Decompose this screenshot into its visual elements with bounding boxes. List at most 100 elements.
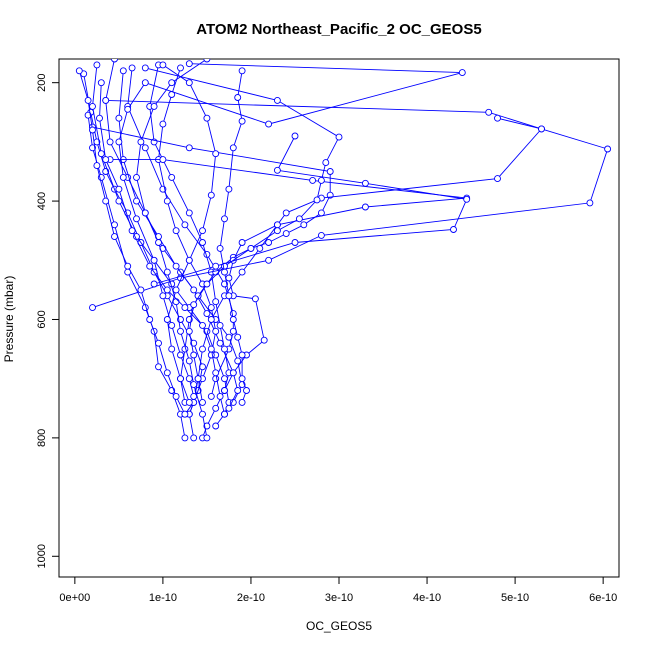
data-point — [150, 102, 158, 110]
x-tick-label: 2e-10 — [237, 592, 265, 604]
data-point — [97, 150, 105, 158]
profile-series — [89, 61, 233, 430]
data-point — [586, 199, 594, 207]
data-point — [133, 215, 140, 223]
data-point — [273, 166, 281, 174]
profile-series — [96, 79, 228, 418]
data-point — [273, 96, 281, 104]
data-point — [128, 227, 136, 235]
data-point — [463, 195, 471, 203]
data-point — [141, 64, 149, 72]
data-point — [190, 351, 198, 359]
data-point — [185, 398, 193, 406]
data-point — [172, 262, 180, 270]
profile-line — [83, 73, 203, 438]
data-point — [185, 79, 193, 87]
data-point — [335, 133, 343, 141]
profile-line — [127, 67, 234, 397]
data-point — [238, 117, 246, 125]
data-point — [115, 114, 123, 122]
data-point — [146, 316, 154, 323]
data-point — [177, 327, 184, 335]
data-point — [234, 357, 242, 365]
profile-line — [162, 64, 217, 403]
data-point — [115, 138, 123, 146]
data-point — [128, 64, 136, 72]
data-point — [212, 375, 220, 383]
data-point — [260, 336, 268, 344]
data-point — [221, 345, 228, 353]
data-point — [177, 351, 184, 359]
x-tick-label: 0e+00 — [59, 592, 90, 604]
data-point — [203, 310, 211, 318]
profile-series — [150, 132, 471, 288]
data-point — [84, 111, 92, 119]
data-point — [163, 286, 171, 294]
data-point — [194, 375, 202, 383]
profile-series — [115, 67, 242, 412]
data-point — [102, 96, 110, 104]
data-point — [163, 268, 171, 276]
x-tick-label: 4e-10 — [413, 592, 441, 604]
data-point — [291, 132, 299, 140]
data-point — [75, 67, 83, 75]
data-point — [265, 256, 273, 264]
data-point — [238, 398, 246, 406]
data-point — [190, 392, 198, 400]
data-point — [137, 286, 145, 294]
data-point — [159, 292, 167, 300]
data-point — [273, 221, 281, 229]
data-point — [251, 295, 259, 303]
data-point — [141, 79, 149, 87]
data-point — [194, 292, 202, 300]
data-point — [207, 351, 215, 359]
data-point — [190, 381, 198, 389]
data-point — [221, 387, 228, 394]
data-point — [181, 434, 189, 442]
data-point — [207, 345, 215, 353]
data-point — [199, 345, 206, 353]
profile-series — [89, 114, 612, 312]
data-point — [102, 156, 110, 164]
data-point — [168, 345, 176, 353]
data-point — [168, 173, 176, 181]
data-point — [326, 168, 334, 175]
data-point — [234, 333, 242, 341]
data-point — [111, 233, 118, 241]
data-point — [93, 61, 101, 69]
data-point — [185, 327, 193, 335]
profile-series — [124, 64, 237, 400]
data-point — [177, 64, 184, 72]
data-point — [212, 327, 220, 335]
data-point — [229, 316, 237, 323]
x-axis: 0e+00 1e-10 2e-10 3e-10 4e-10 5e-10 6e-10 — [59, 577, 617, 604]
profile-line — [153, 135, 468, 285]
profile-series — [84, 111, 189, 442]
data-point — [163, 369, 171, 377]
data-point — [159, 61, 167, 69]
profile-line — [92, 117, 609, 309]
data-point — [212, 422, 220, 430]
data-point — [494, 114, 501, 122]
profile-line — [118, 63, 463, 397]
data-point — [172, 286, 180, 294]
data-point — [185, 60, 193, 68]
data-point — [89, 304, 96, 312]
data-point — [185, 209, 193, 217]
profile-series — [141, 64, 343, 406]
data-point — [238, 351, 246, 359]
data-point — [203, 114, 211, 122]
data-point — [317, 231, 325, 239]
profile-series — [146, 61, 233, 442]
data-point — [207, 316, 215, 323]
data-point — [203, 280, 211, 288]
data-point — [150, 280, 158, 288]
profile-series — [133, 59, 211, 442]
data-point — [273, 227, 281, 235]
data-point — [247, 244, 255, 252]
data-point — [313, 196, 321, 204]
data-point — [212, 369, 220, 377]
data-point — [238, 67, 246, 75]
data-point — [295, 215, 303, 223]
